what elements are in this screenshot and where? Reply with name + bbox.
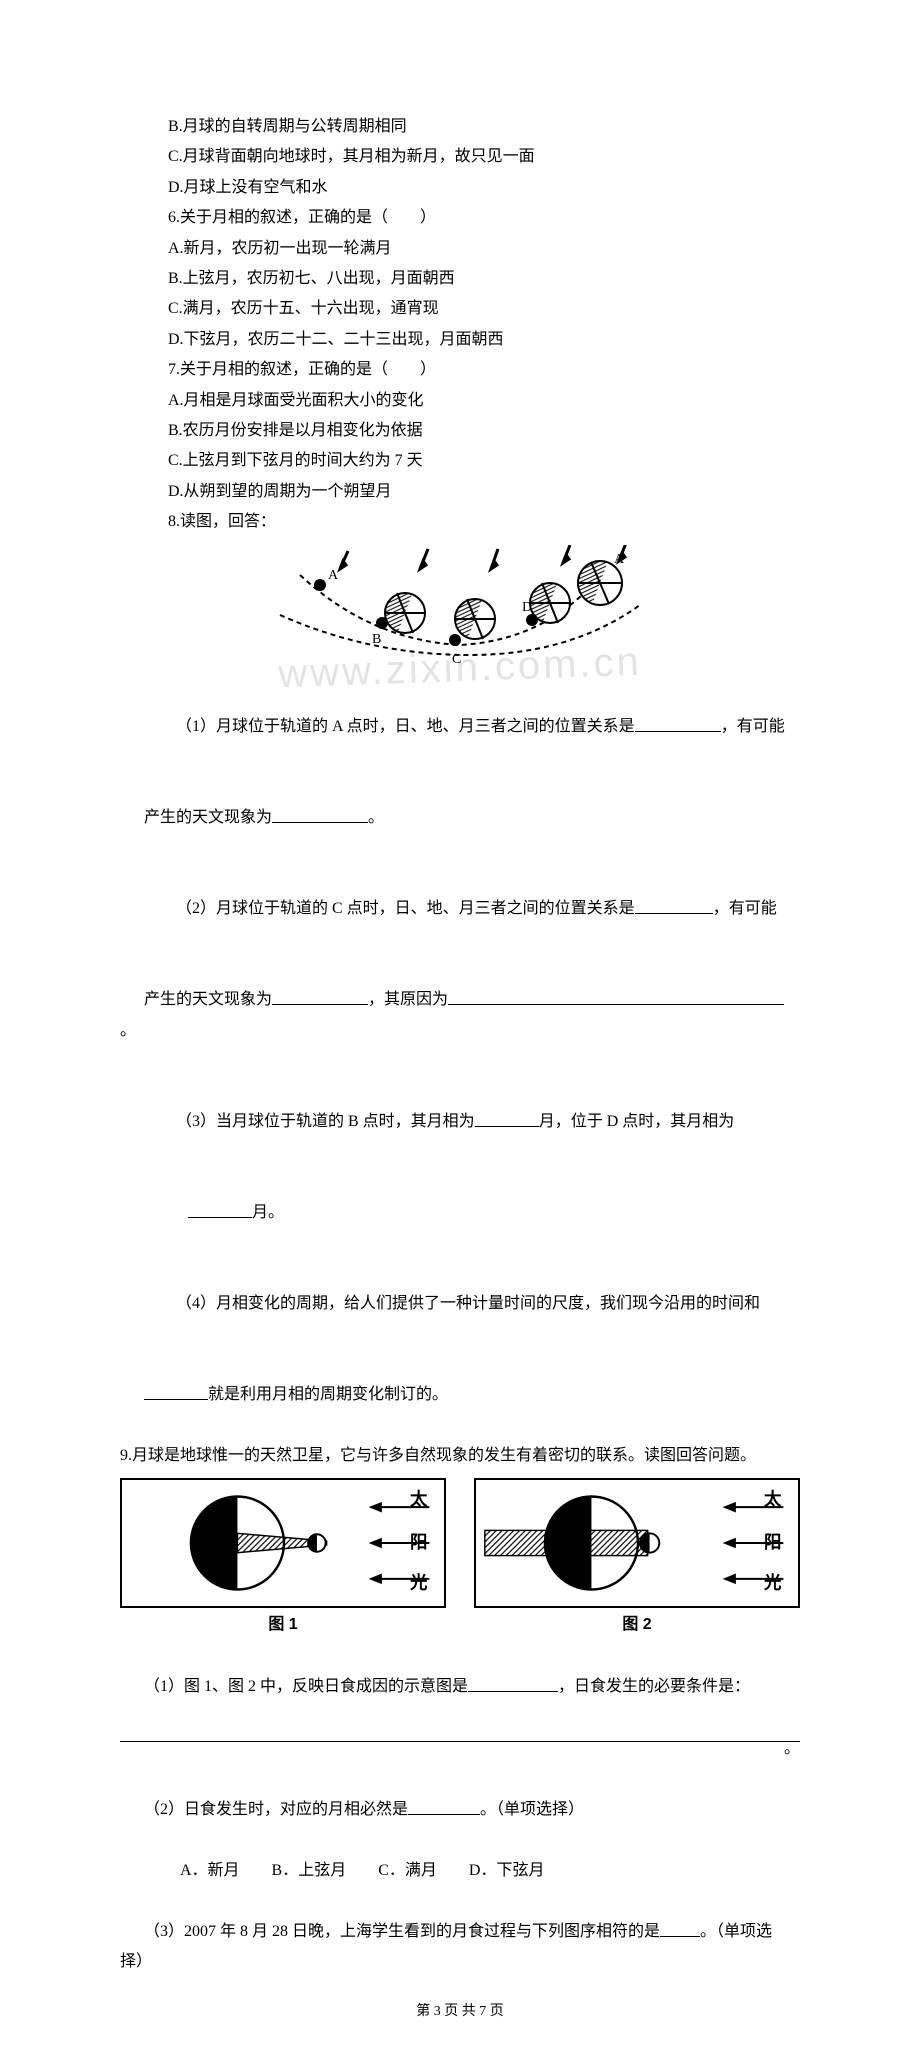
q8-2e-text: 。 (120, 1022, 136, 1039)
q6-option-b: B.上弦月，农历初七、八出现，月面朝西 (120, 264, 800, 294)
q9-1-period: 。 (120, 1734, 800, 1764)
q8-3-line2: 月。 (120, 1168, 800, 1259)
q8-2b-text: ，有可能 (713, 900, 777, 917)
orbit-figure-wrap: A B C D A (120, 545, 800, 675)
q7-option-c: C.上弦月到下弦月的时间大约为 7 天 (120, 446, 800, 476)
q9-3a-text: （3）2007 年 8 月 28 日晚，上海学生看到的月食过程与下列图序相符的是 (144, 1923, 660, 1940)
svg-text:光: 光 (763, 1572, 782, 1592)
q8-2c-text: 产生的天文现象为 (144, 991, 272, 1008)
q8-1c-text: 产生的天文现象为 (144, 809, 272, 826)
svg-text:D: D (522, 600, 532, 615)
blank (272, 987, 368, 1006)
q8-2-line1: （2）月球位于轨道的 C 点时，日、地、月三者之间的位置关系是 ，有可能 (120, 864, 800, 955)
q9-2b-text: 。（单项选择） (480, 1801, 584, 1818)
q8-2a-text: （2）月球位于轨道的 C 点时，日、地、月三者之间的位置关系是 (176, 900, 635, 917)
q9-2-line: （2）日食发生时，对应的月相必然是 。（单项选择） (120, 1765, 800, 1856)
q8-2-line2: 产生的天文现象为 ，其原因为。 (120, 955, 800, 1077)
svg-text:C: C (452, 652, 461, 667)
q8-4-line2: 就是利用月相的周期变化制订的。 (120, 1350, 800, 1441)
q9-1-line1: （1）图 1、图 2 中，反映日食成因的示意图是 ，日食发生的必要条件是： (120, 1642, 800, 1733)
q7-option-d: D.从朔到望的周期为一个朔望月 (120, 477, 800, 507)
q8-1b-text: ，有可能 (721, 718, 785, 735)
q8-1a-text: （1）月球位于轨道的 A 点时，日、地、月三者之间的位置关系是 (176, 718, 635, 735)
blank (272, 804, 368, 823)
q6-stem: 6.关于月相的叙述，正确的是（ ） (120, 203, 800, 233)
svg-text:阳: 阳 (410, 1531, 427, 1551)
blank (408, 1796, 480, 1815)
blank (468, 1674, 558, 1693)
eclipse-fig2-svg: 太 阳 光 (476, 1480, 798, 1606)
q8-1d-text: 。 (368, 809, 384, 826)
page: www.zixin.com.cn B.月球的自转周期与公转周期相同 C.月球背面… (0, 0, 920, 2048)
q8-3c-text: 月。 (252, 1204, 284, 1221)
q7-option-b: B.农历月份安排是以月相变化为依据 (120, 416, 800, 446)
svg-text:光: 光 (409, 1572, 428, 1592)
q8-4b-text: 就是利用月相的周期变化制订的。 (208, 1386, 448, 1403)
q8-1-line1: （1）月球位于轨道的 A 点时，日、地、月三者之间的位置关系是 ，有可能 (120, 681, 800, 772)
q9-2-options: A．新月 B．上弦月 C．满月 D．下弦月 (120, 1856, 800, 1886)
blank (188, 1200, 252, 1219)
blank (635, 896, 713, 915)
q9-3-line: （3）2007 年 8 月 28 日晚，上海学生看到的月食过程与下列图序相符的是… (120, 1886, 800, 2008)
svg-text:A: A (614, 552, 625, 567)
svg-text:太: 太 (410, 1489, 428, 1509)
q8-3a-text: （3）当月球位于轨道的 B 点时，其月相为 (176, 1113, 475, 1130)
svg-text:太: 太 (764, 1489, 782, 1509)
eclipse-fig2-box: 太 阳 光 (474, 1478, 800, 1608)
eclipse-fig1-caption: 图 1 (120, 1610, 446, 1640)
blank (475, 1108, 539, 1127)
eclipse-fig1-box: 太 阳 光 (120, 1478, 446, 1608)
q5-option-c: C.月球背面朝向地球时，其月相为新月，故只见一面 (120, 142, 800, 172)
q9-stem: 9.月球是地球惟一的天然卫星，它与许多自然现象的发生有着密切的联系。读图回答问题… (120, 1441, 800, 1471)
eclipse-figures: 太 阳 光 图 1 (120, 1478, 800, 1640)
eclipse-fig2-caption: 图 2 (474, 1610, 800, 1640)
q9-1b-text: ，日食发生的必要条件是： (558, 1678, 750, 1695)
blank (660, 1918, 700, 1937)
svg-text:A: A (328, 568, 339, 583)
q7-stem: 7.关于月相的叙述，正确的是（ ） (120, 355, 800, 385)
q6-option-c: C.满月，农历十五、十六出现，通宵现 (120, 294, 800, 324)
q5-option-b: B.月球的自转周期与公转周期相同 (120, 112, 800, 142)
q5-option-d: D.月球上没有空气和水 (120, 173, 800, 203)
q8-4-line1: （4）月相变化的周期，给人们提供了一种计量时间的尺度，我们现今沿用的时间和 (120, 1259, 800, 1350)
q8-3-line1: （3）当月球位于轨道的 B 点时，其月相为 月，位于 D 点时，其月相为 (120, 1077, 800, 1168)
q8-4a-text: （4）月相变化的周期，给人们提供了一种计量时间的尺度，我们现今沿用的时间和 (176, 1295, 760, 1312)
blank (448, 987, 784, 1006)
q8-2d-text: ，其原因为 (368, 991, 448, 1008)
svg-text:B: B (372, 632, 381, 647)
orbit-figure: A B C D A (270, 545, 650, 675)
q9-1a-text: （1）图 1、图 2 中，反映日食成因的示意图是 (144, 1678, 468, 1695)
q8-3b-text: 月，位于 D 点时，其月相为 (539, 1113, 735, 1130)
content-body: B.月球的自转周期与公转周期相同 C.月球背面朝向地球时，其月相为新月，故只见一… (120, 112, 800, 2008)
q8-1-line2: 产生的天文现象为 。 (120, 773, 800, 864)
q6-option-d: D.下弦月，农历二十二、二十三出现，月面朝西 (120, 325, 800, 355)
eclipse-fig1-col: 太 阳 光 图 1 (120, 1478, 446, 1640)
eclipse-fig2-col: 太 阳 光 图 2 (474, 1478, 800, 1640)
blank (144, 1382, 208, 1401)
svg-text:阳: 阳 (764, 1531, 781, 1551)
q6-option-a: A.新月，农历初一出现一轮满月 (120, 234, 800, 264)
blank (635, 713, 721, 732)
q9-2a-text: （2）日食发生时，对应的月相必然是 (144, 1801, 408, 1818)
q8-stem: 8.读图，回答： (120, 507, 800, 537)
eclipse-fig1-svg: 太 阳 光 (122, 1480, 444, 1606)
q7-option-a: A.月相是月球面受光面积大小的变化 (120, 386, 800, 416)
